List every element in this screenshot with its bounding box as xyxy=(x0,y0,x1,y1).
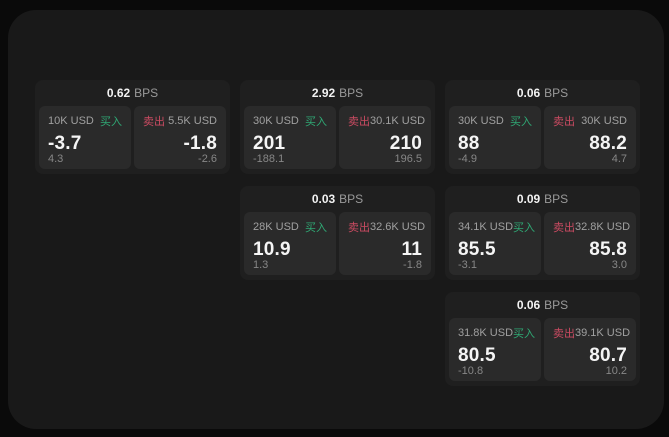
sell-delta: 10.2 xyxy=(605,365,627,377)
buy-price: 10.9 xyxy=(253,239,291,260)
sell-delta: 3.0 xyxy=(611,259,627,271)
sell-amount: 32.6K USD xyxy=(370,221,426,233)
buy-label: 买入 xyxy=(100,116,122,128)
bps-unit-label: BPS xyxy=(544,86,569,100)
sell-label: 卖出 xyxy=(348,222,370,234)
buy-delta: 1.3 xyxy=(253,259,269,271)
sell-panel[interactable]: 卖出 5.5K USD -1.8 -2.6 xyxy=(134,106,226,169)
buy-panel[interactable]: 10K USD 买入 -3.7 4.3 xyxy=(39,106,131,169)
buy-delta: -4.9 xyxy=(458,153,477,165)
sell-panel[interactable]: 卖出 32.6K USD 11 -1.8 xyxy=(339,212,431,275)
quote-card[interactable]: 0.03 BPS 28K USD 买入 10.9 1.3 卖出 32.6K US… xyxy=(240,186,435,280)
sell-amount: 32.8K USD xyxy=(575,221,631,233)
sell-price: 80.7 xyxy=(589,345,627,366)
buy-amount: 10K USD xyxy=(48,115,94,127)
buy-price: 80.5 xyxy=(458,345,496,366)
buy-delta: -3.1 xyxy=(458,259,477,271)
buy-panel[interactable]: 31.8K USD 买入 80.5 -10.8 xyxy=(449,318,541,381)
sell-delta: 4.7 xyxy=(611,153,627,165)
sell-label: 卖出 xyxy=(553,222,575,234)
buy-delta: -10.8 xyxy=(458,365,484,377)
sell-label: 卖出 xyxy=(143,116,165,128)
card-header: 0.06 BPS xyxy=(445,292,640,318)
buy-amount: 28K USD xyxy=(253,221,299,233)
sell-amount: 30K USD xyxy=(581,115,627,127)
sell-amount: 39.1K USD xyxy=(575,327,631,339)
buy-label: 买入 xyxy=(305,116,327,128)
buy-amount: 34.1K USD xyxy=(458,221,514,233)
buy-price: 201 xyxy=(253,133,286,154)
buy-amount: 31.8K USD xyxy=(458,327,514,339)
buy-panel[interactable]: 30K USD 买入 201 -188.1 xyxy=(244,106,336,169)
sell-price: 210 xyxy=(389,133,422,154)
buy-label: 买入 xyxy=(513,222,536,234)
card-header: 0.06 BPS xyxy=(445,80,640,106)
sell-label: 卖出 xyxy=(553,116,575,128)
quote-card[interactable]: 0.09 BPS 34.1K USD 买入 85.5 -3.1 卖出 32.8K… xyxy=(445,186,640,280)
bps-unit-label: BPS xyxy=(544,192,569,206)
sell-price: 11 xyxy=(401,239,422,260)
card-header: 0.09 BPS xyxy=(445,186,640,212)
sell-delta: -1.8 xyxy=(403,259,422,271)
sell-price: -1.8 xyxy=(183,133,217,154)
sell-panel[interactable]: 卖出 39.1K USD 80.7 10.2 xyxy=(544,318,636,381)
bps-unit-label: BPS xyxy=(339,86,364,100)
sell-delta: 196.5 xyxy=(394,153,422,165)
card-header: 0.62 BPS xyxy=(35,80,230,106)
quote-card[interactable]: 2.92 BPS 30K USD 买入 201 -188.1 卖出 30.1K … xyxy=(240,80,435,174)
bps-value: 0.03 xyxy=(311,192,336,206)
buy-price: 88 xyxy=(458,133,480,154)
sell-label: 卖出 xyxy=(553,328,575,340)
sell-amount: 5.5K USD xyxy=(168,115,217,127)
buy-panel[interactable]: 28K USD 买入 10.9 1.3 xyxy=(244,212,336,275)
bps-unit-label: BPS xyxy=(339,192,364,206)
buy-label: 买入 xyxy=(513,328,536,340)
quote-card[interactable]: 0.06 BPS 31.8K USD 买入 80.5 -10.8 卖出 39.1… xyxy=(445,292,640,386)
buy-delta: 4.3 xyxy=(48,153,64,165)
sell-panel[interactable]: 卖出 30.1K USD 210 196.5 xyxy=(339,106,431,169)
buy-price: 85.5 xyxy=(458,239,496,260)
quote-card[interactable]: 0.62 BPS 10K USD 买入 -3.7 4.3 卖出 5.5K USD xyxy=(35,80,230,174)
bps-unit-label: BPS xyxy=(544,298,569,312)
sell-price: 85.8 xyxy=(589,239,627,260)
buy-label: 买入 xyxy=(510,116,532,128)
bps-value: 0.06 xyxy=(516,298,541,312)
bps-value: 0.62 xyxy=(106,86,131,100)
buy-panel[interactable]: 30K USD 买入 88 -4.9 xyxy=(449,106,541,169)
bps-unit-label: BPS xyxy=(134,86,159,100)
sell-panel[interactable]: 卖出 30K USD 88.2 4.7 xyxy=(544,106,636,169)
quotes-panel: 0.62 BPS 10K USD 买入 -3.7 4.3 卖出 5.5K USD xyxy=(8,10,664,429)
bps-value: 0.09 xyxy=(516,192,541,206)
buy-label: 买入 xyxy=(305,222,327,234)
sell-price: 88.2 xyxy=(589,133,627,154)
card-header: 0.03 BPS xyxy=(240,186,435,212)
quote-card[interactable]: 0.06 BPS 30K USD 买入 88 -4.9 卖出 30K USD xyxy=(445,80,640,174)
bps-value: 0.06 xyxy=(516,86,541,100)
sell-label: 卖出 xyxy=(348,116,370,128)
buy-price: -3.7 xyxy=(48,133,82,154)
bps-value: 2.92 xyxy=(311,86,336,100)
card-header: 2.92 BPS xyxy=(240,80,435,106)
buy-amount: 30K USD xyxy=(458,115,504,127)
sell-panel[interactable]: 卖出 32.8K USD 85.8 3.0 xyxy=(544,212,636,275)
buy-amount: 30K USD xyxy=(253,115,299,127)
buy-panel[interactable]: 34.1K USD 买入 85.5 -3.1 xyxy=(449,212,541,275)
buy-delta: -188.1 xyxy=(253,153,285,165)
sell-delta: -2.6 xyxy=(198,153,217,165)
sell-amount: 30.1K USD xyxy=(370,115,426,127)
